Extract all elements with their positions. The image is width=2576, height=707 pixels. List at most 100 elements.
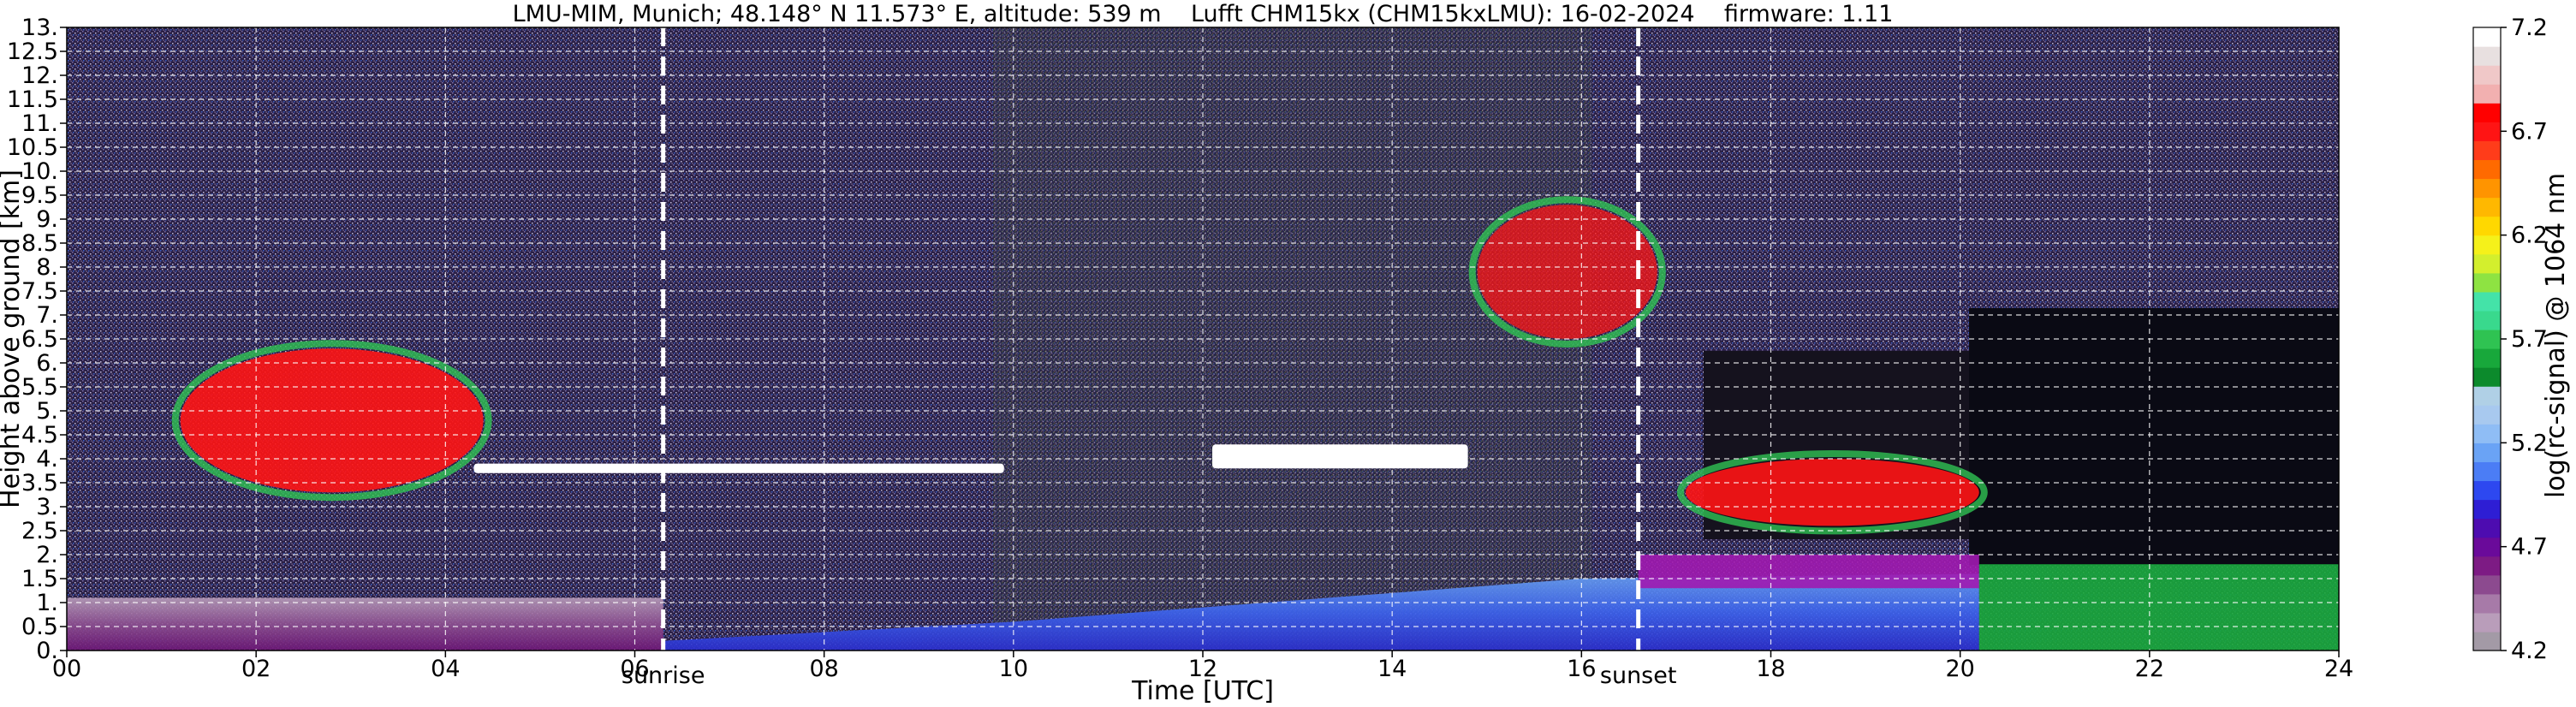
x-axis-ticks: 00 02 04 06 08 10 12 14 16 18 20 22 24 xyxy=(52,651,2353,682)
colorbar-label: log(rc-signal) @ 1064 nm xyxy=(2541,173,2571,498)
event-label-sunrise: sunrise xyxy=(622,662,705,689)
y-tick-label: 12.5 xyxy=(7,39,58,65)
x-tick-label: 16 xyxy=(1567,656,1596,682)
y-tick-label: 9.5 xyxy=(21,182,58,209)
y-tick-label: 7.5 xyxy=(21,278,58,305)
colorbar-band xyxy=(2473,367,2501,387)
colorbar-band xyxy=(2473,386,2501,406)
y-tick-label: 3. xyxy=(36,494,58,520)
colorbar-band xyxy=(2473,140,2501,161)
colorbar-band xyxy=(2473,329,2501,349)
feature-cirrus xyxy=(1477,205,1657,339)
colorbar-band xyxy=(2473,103,2501,122)
x-tick-label: 02 xyxy=(241,656,271,682)
x-tick-label: 24 xyxy=(2324,656,2353,682)
colorbar-tick-label: 6.7 xyxy=(2511,118,2548,145)
event-label-sunset: sunset xyxy=(1600,662,1677,689)
colorbar-band xyxy=(2473,178,2501,199)
y-tick-label: 12. xyxy=(21,62,58,89)
feature-aerosol-layer xyxy=(67,597,663,651)
x-tick-label: 12 xyxy=(1188,656,1217,682)
colorbar-band xyxy=(2473,310,2501,330)
colorbar-band xyxy=(2473,46,2501,66)
x-axis-label: Time [UTC] xyxy=(1131,676,1274,706)
chart-title: LMU-MIM, Munich; 48.148° N 11.573° E, al… xyxy=(513,1,1894,27)
colorbar-band xyxy=(2473,291,2501,312)
colorbar-band xyxy=(2473,593,2501,614)
colorbar-band xyxy=(2473,631,2501,651)
backscatter-features xyxy=(67,196,2339,651)
feature-cloud xyxy=(1685,459,1979,526)
y-tick-label: 10. xyxy=(21,158,58,185)
colorbar-band xyxy=(2473,348,2501,368)
x-tick-label: 14 xyxy=(1377,656,1407,682)
y-tick-label: 9. xyxy=(36,206,58,233)
colorbar-band xyxy=(2473,197,2501,217)
colorbar-band xyxy=(2473,235,2501,255)
y-tick-label: 11. xyxy=(21,110,58,137)
colorbar-band xyxy=(2473,499,2501,520)
colorbar-band xyxy=(2473,480,2501,501)
y-tick-label: 2. xyxy=(36,542,58,568)
y-tick-label: 8. xyxy=(36,254,58,281)
colorbar-band xyxy=(2473,461,2501,482)
x-tick-label: 08 xyxy=(809,656,838,682)
colorbar-band xyxy=(2473,424,2501,443)
feature-low-cloud xyxy=(1978,564,2339,651)
feature-halo xyxy=(1468,196,1666,348)
y-axis-label: Height above ground [km] xyxy=(0,169,26,508)
y-tick-label: 0.5 xyxy=(21,614,58,640)
x-tick-label: 18 xyxy=(1756,656,1785,682)
y-tick-label: 8.5 xyxy=(21,230,58,257)
x-tick-label: 22 xyxy=(2135,656,2164,682)
y-tick-label: 10.5 xyxy=(7,134,58,161)
y-tick-label: 13. xyxy=(21,15,58,41)
y-tick-label: 1.5 xyxy=(21,566,58,592)
colorbar-tick-label: 6.2 xyxy=(2511,223,2548,249)
y-tick-label: 0. xyxy=(36,638,58,664)
colorbar-tick-label: 5.7 xyxy=(2511,326,2548,353)
x-tick-label: 04 xyxy=(431,656,460,682)
colorbar-tick-label: 7.2 xyxy=(2511,15,2548,41)
event-markers: sunrise sunset xyxy=(622,27,1677,689)
x-tick-label: 20 xyxy=(1945,656,1974,682)
y-tick-label: 3.5 xyxy=(21,470,58,496)
feature-cloud-base-line xyxy=(473,463,1004,473)
feature-cloud-base-line xyxy=(1212,444,1468,469)
colorbar-band xyxy=(2473,84,2501,104)
colorbar-band xyxy=(2473,405,2501,425)
colorbar-band xyxy=(2473,253,2501,274)
colorbar-band xyxy=(2473,65,2501,85)
feature-halo xyxy=(171,340,492,502)
y-tick-label: 2.5 xyxy=(21,518,58,544)
y-tick-label: 7. xyxy=(36,302,58,329)
y-tick-label: 6. xyxy=(36,350,58,377)
colorbar-band xyxy=(2473,556,2501,576)
feature-boundary-layer xyxy=(663,573,1979,651)
colorbar-band xyxy=(2473,443,2501,462)
colorbar-band xyxy=(2473,518,2501,538)
colorbar-band xyxy=(2473,574,2501,595)
colorbar-band xyxy=(2473,159,2501,180)
y-tick-label: 1. xyxy=(36,590,58,616)
x-tick-label: 00 xyxy=(52,656,81,682)
colorbar-band xyxy=(2473,272,2501,293)
y-axis-ticks: 0.0.51.1.52.2.53.3.54.4.55.5.56.6.57.7.5… xyxy=(7,15,67,664)
y-tick-label: 6.5 xyxy=(21,326,58,353)
colorbar-band xyxy=(2473,27,2501,47)
x-tick-label: 06 xyxy=(620,656,649,682)
grid-lines xyxy=(67,27,2339,651)
colorbar: 4.2 4.7 5.2 5.7 6.2 6.7 7.2 xyxy=(2472,15,2548,664)
feature-boundary-layer-top xyxy=(1638,555,1979,589)
colorbar-tick-label: 4.2 xyxy=(2511,638,2548,664)
feature-cloud xyxy=(180,348,484,493)
colorbar-band xyxy=(2473,612,2501,633)
colorbar-tick-label: 5.2 xyxy=(2511,430,2548,456)
colorbar-band xyxy=(2473,537,2501,557)
y-tick-label: 5. xyxy=(36,398,58,425)
x-tick-label: 10 xyxy=(999,656,1028,682)
y-tick-label: 4. xyxy=(36,446,58,472)
colorbar-tick-label: 4.7 xyxy=(2511,534,2548,561)
y-tick-label: 11.5 xyxy=(7,86,58,113)
